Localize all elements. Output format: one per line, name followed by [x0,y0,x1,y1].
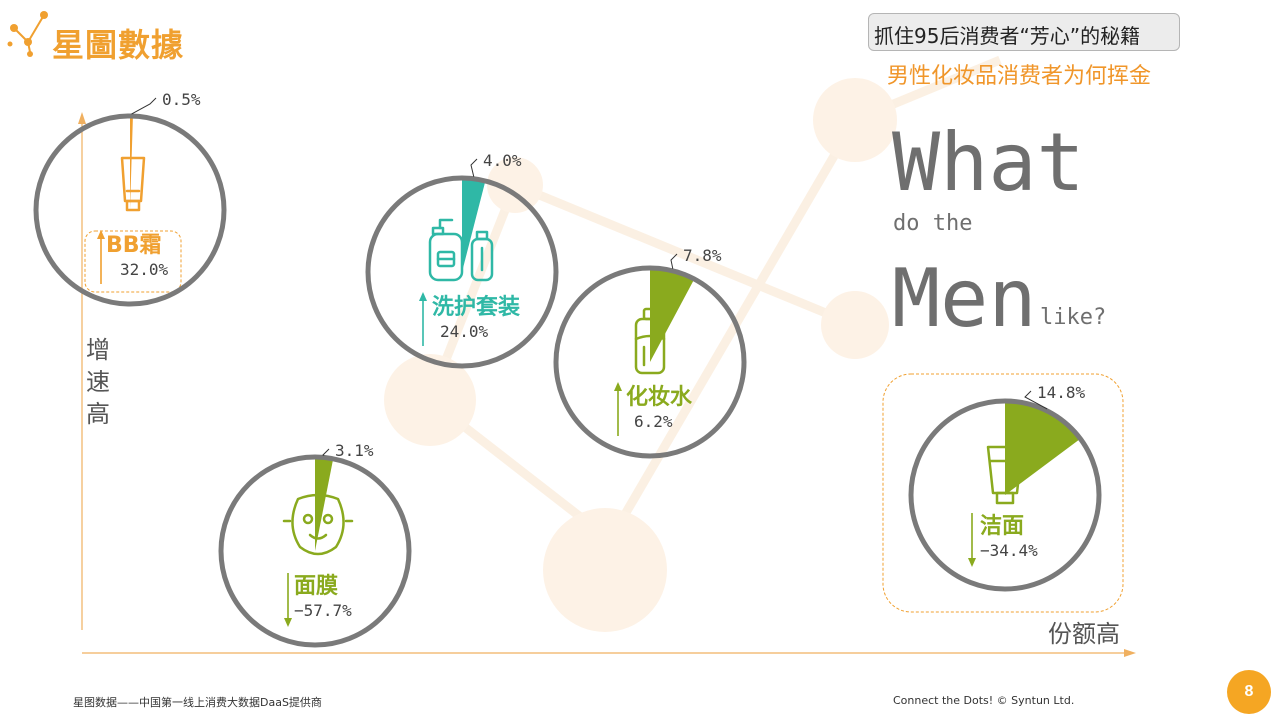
toner-bottle-icon [634,307,666,375]
bubbles: 0.5% BB霜 32.0% 4.0% 洗护套装 24.0% 7.8% 化妆水 6.2% 3.1%… [33,90,1102,648]
logo-icon [7,11,48,57]
bubble-2: 7.8% 化妆水 6.2% [553,246,747,459]
share-wedge [130,116,133,210]
growth-label: 6.2% [634,412,673,431]
headline-what: What [892,116,1085,209]
highlight-box-cleanser [882,373,1124,613]
highlight-box-bb [84,230,182,293]
tag-box [868,13,1180,51]
x-axis-arrow [1124,649,1136,657]
category-name: BB霜 [106,233,162,258]
bubble-ring [218,454,412,648]
share-leader [1024,390,1048,410]
bottle-set-icon [428,218,494,282]
share-label: 14.8% [1037,383,1086,402]
x-axis-label: 份额高 [1048,620,1120,648]
bubble-ring [365,175,559,369]
share-label: 4.0% [483,151,522,170]
share-leader [131,97,157,115]
share-leader [470,158,478,177]
footer-right: Connect the Dots! © Syntun Ltd. [893,694,1075,707]
share-wedge [1005,401,1081,495]
growth-arrow-head [284,618,292,627]
bubble-ring [908,398,1102,592]
growth-label: 32.0% [120,260,169,279]
bubble-1: 4.0% 洗护套装 24.0% [365,151,559,369]
logo-text: 星圖數據 [52,26,185,64]
share-wedge [315,457,334,551]
y-axis-arrow [78,112,86,124]
page-number: 8 [1227,670,1271,714]
headline-men: Men [892,252,1037,345]
bubble-3: 3.1% 面膜 −57.7% [218,441,412,648]
share-leader [322,448,330,456]
share-label: 7.8% [683,246,722,265]
bubble-4: 14.8% 洁面 −34.4% [908,383,1102,592]
share-wedge [462,178,486,272]
y-axis-label: 增速高 [86,336,110,428]
tube-icon [120,156,146,212]
share-label: 0.5% [162,90,201,109]
share-label: 3.1% [335,441,374,460]
header-tag: 抓住95后消费者“芳心”的秘籍 [874,24,1141,48]
chart-axes [78,112,1136,657]
bubble-ring [553,265,747,459]
growth-arrow-head [419,292,427,301]
footer-left: 星图数据——中国第一线上消费大数据DaaS提供商 [73,696,322,709]
growth-arrow-head [968,558,976,567]
headline-do-the: do the [893,211,973,236]
growth-arrow-head [614,382,622,391]
growth-arrow-head [97,230,105,239]
bubble-0: 0.5% BB霜 32.0% [33,90,227,307]
header-subtitle: 男性化妆品消费者为何挥金 [887,64,1152,89]
category-name: 化妆水 [626,384,693,410]
category-name: 面膜 [294,574,338,599]
growth-label: −34.4% [980,541,1038,560]
cleanser-tube-icon [986,445,1024,505]
background-network [384,55,1002,632]
bubble-ring [33,113,227,307]
share-leader [670,253,678,269]
category-name: 洁面 [980,514,1024,539]
growth-label: 24.0% [440,322,489,341]
category-name: 洗护套装 [432,294,520,320]
headline-like: like? [1040,305,1107,330]
growth-label: −57.7% [294,601,352,620]
face-mask-icon [282,493,354,556]
